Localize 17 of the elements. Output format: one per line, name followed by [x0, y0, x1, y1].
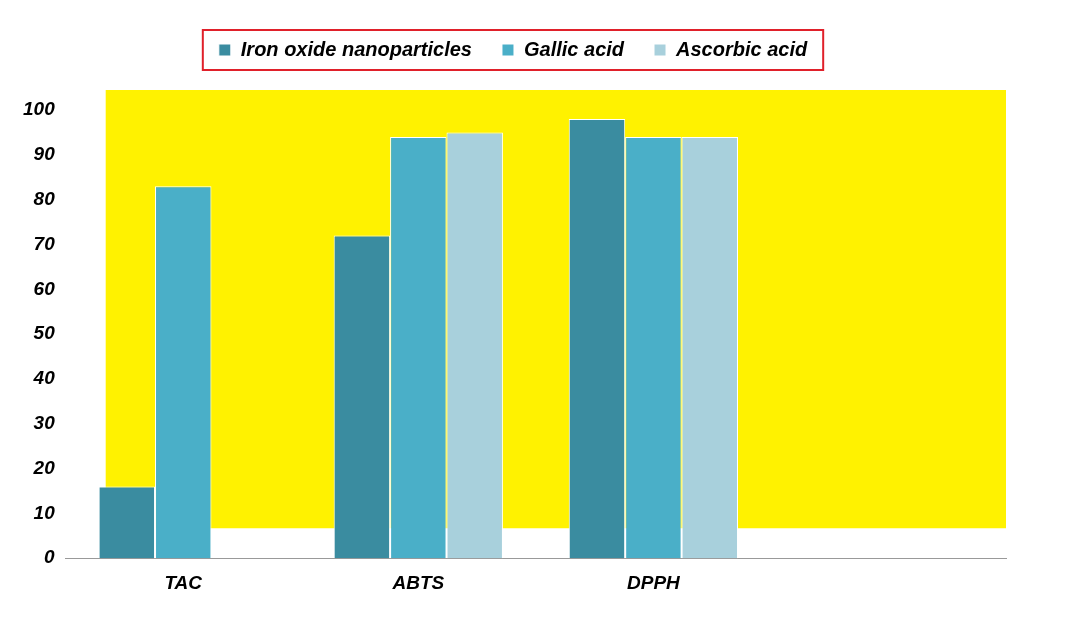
- legend-label: Ascorbic acid: [675, 37, 808, 60]
- y-tick-label: 0: [44, 546, 56, 568]
- y-tick-label: 50: [33, 322, 56, 344]
- y-tick-label: 40: [32, 367, 56, 389]
- x-tick-label: ABTS: [391, 571, 445, 593]
- x-tick-label: DPPH: [626, 571, 682, 593]
- y-tick-label: 60: [33, 277, 56, 299]
- y-tick-label: 20: [32, 456, 56, 478]
- y-tick-label: 100: [23, 98, 56, 120]
- y-tick-label: 30: [33, 411, 56, 433]
- y-tick-label: 70: [33, 232, 56, 254]
- y-tick-label: 90: [33, 143, 56, 165]
- y-tick-label: 10: [33, 501, 56, 523]
- x-tick-label: TAC: [164, 571, 203, 593]
- y-tick-label: 80: [33, 187, 56, 209]
- legend-label: Iron oxide nanoparticles: [240, 37, 472, 60]
- legend-label: Gallic acid: [523, 37, 625, 60]
